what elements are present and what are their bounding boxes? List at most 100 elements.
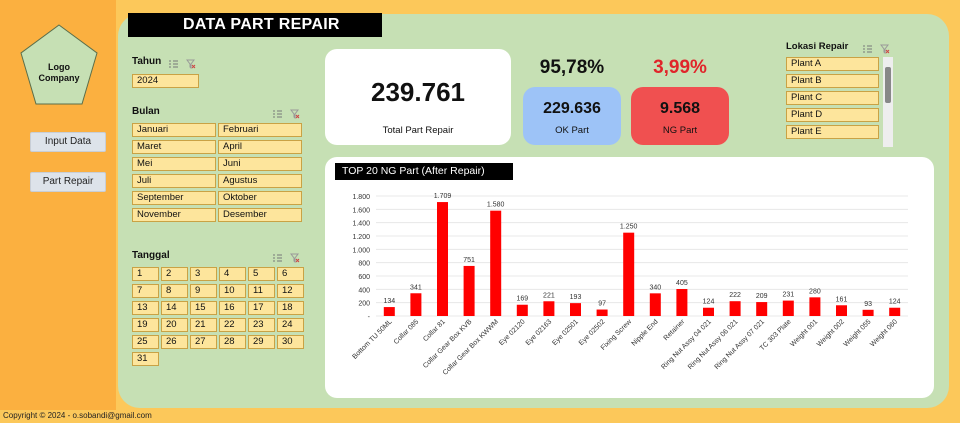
input-data-button[interactable]: Input Data [30, 132, 106, 152]
tanggal-item[interactable]: 16 [219, 301, 246, 315]
multi-select-icon[interactable] [862, 41, 872, 53]
ok-percentage: 95,78% [539, 57, 605, 78]
bulan-item[interactable]: Juli [132, 174, 216, 188]
tanggal-item[interactable]: 10 [219, 284, 246, 298]
tanggal-item[interactable]: 25 [132, 335, 159, 349]
x-tick-label: Bottom TU 50ML [351, 318, 393, 360]
tanggal-item[interactable]: 7 [132, 284, 159, 298]
ng-part-card: 9.568 NG Part [631, 87, 729, 145]
tanggal-item[interactable]: 1 [132, 267, 159, 281]
bar[interactable] [836, 305, 847, 316]
x-tick-label: Eye 02502 [578, 318, 607, 347]
tanggal-item[interactable]: 2 [161, 267, 188, 281]
tanggal-item[interactable]: 27 [190, 335, 217, 349]
tanggal-item[interactable]: 30 [277, 335, 304, 349]
lokasi-label: Lokasi Repair [786, 41, 849, 52]
bulan-item[interactable]: Maret [132, 140, 216, 154]
lokasi-item[interactable]: Plant D [786, 108, 879, 122]
tanggal-item[interactable]: 13 [132, 301, 159, 315]
lokasi-scrollbar[interactable] [883, 57, 893, 147]
bar[interactable] [543, 301, 555, 316]
tanggal-item[interactable]: 26 [161, 335, 188, 349]
tanggal-item[interactable]: 31 [132, 352, 159, 366]
tanggal-item[interactable]: 24 [277, 318, 304, 332]
lokasi-item[interactable]: Plant A [786, 57, 879, 71]
bar[interactable] [383, 307, 395, 316]
bar[interactable] [410, 293, 422, 316]
x-tick-label: Weight 060 [869, 318, 899, 348]
bar[interactable] [809, 297, 821, 316]
tanggal-item[interactable]: 18 [277, 301, 304, 315]
tanggal-item[interactable]: 9 [190, 284, 217, 298]
tanggal-item[interactable]: 8 [161, 284, 188, 298]
bulan-item[interactable]: Mei [132, 157, 216, 171]
tanggal-item[interactable]: 11 [248, 284, 275, 298]
bar[interactable] [703, 307, 714, 316]
bar[interactable] [889, 307, 901, 316]
lokasi-item[interactable]: Plant C [786, 91, 879, 105]
part-repair-button[interactable]: Part Repair [30, 172, 106, 192]
tanggal-item[interactable]: 6 [277, 267, 304, 281]
bar[interactable] [437, 202, 448, 316]
bulan-item[interactable]: Februari [218, 123, 302, 137]
bar[interactable] [782, 300, 794, 316]
bar[interactable] [756, 302, 768, 316]
x-tick-label: Nipple End [631, 318, 660, 347]
y-tick-label: 1.600 [352, 207, 370, 214]
bar[interactable] [596, 309, 608, 316]
multi-select-icon[interactable] [168, 56, 178, 68]
bar[interactable] [676, 289, 688, 316]
bar[interactable] [729, 301, 741, 316]
bulan-label: Bulan [132, 106, 160, 117]
ng-part-value: 9.568 [659, 100, 701, 117]
data-label: 1.250 [620, 224, 638, 231]
lokasi-item[interactable]: Plant B [786, 74, 879, 88]
scrollbar-thumb[interactable] [885, 67, 891, 103]
multi-select-icon[interactable] [272, 106, 282, 118]
tanggal-item[interactable]: 12 [277, 284, 304, 298]
bulan-item[interactable]: Desember [218, 208, 302, 222]
x-tick-label: Collar Gear Box KWWM [442, 318, 500, 376]
page-title: DATA PART REPAIR [128, 13, 382, 37]
tahun-label: Tahun [132, 56, 162, 67]
tanggal-item[interactable]: 4 [219, 267, 246, 281]
tanggal-item[interactable]: 20 [161, 318, 188, 332]
bar[interactable] [570, 303, 581, 316]
bulan-item[interactable]: Agustus [218, 174, 302, 188]
tanggal-item[interactable]: 5 [248, 267, 275, 281]
bar[interactable] [490, 210, 502, 316]
data-label: 193 [570, 294, 582, 301]
clear-filter-icon[interactable] [290, 106, 300, 120]
bar[interactable] [862, 309, 874, 316]
tanggal-item[interactable]: 19 [132, 318, 159, 332]
tanggal-item[interactable]: 17 [248, 301, 275, 315]
lokasi-item[interactable]: Plant E [786, 125, 879, 139]
x-tick-label: Collar 085 [393, 318, 421, 346]
clear-filter-icon[interactable] [290, 250, 300, 264]
multi-select-icon[interactable] [272, 250, 282, 262]
bar[interactable] [649, 293, 661, 316]
tanggal-item[interactable]: 15 [190, 301, 217, 315]
tanggal-item[interactable]: 14 [161, 301, 188, 315]
clear-filter-icon[interactable] [186, 56, 196, 70]
clear-filter-icon[interactable] [880, 41, 890, 55]
tanggal-item[interactable]: 29 [248, 335, 275, 349]
bulan-item[interactable]: Juni [218, 157, 302, 171]
tanggal-item[interactable]: 22 [219, 318, 246, 332]
bulan-item[interactable]: Oktober [218, 191, 302, 205]
ng-part-bar-chart: - 200 400 600 800 1.000 1.200 1.400 1.600 1.800 13… [351, 193, 908, 377]
bar[interactable] [516, 304, 528, 316]
data-label: 221 [543, 292, 555, 299]
tahun-item[interactable]: 2024 [132, 74, 199, 88]
bulan-item[interactable]: April [218, 140, 302, 154]
bulan-item[interactable]: September [132, 191, 216, 205]
bulan-item[interactable]: November [132, 208, 216, 222]
tanggal-item[interactable]: 23 [248, 318, 275, 332]
data-label: 1.709 [434, 193, 452, 200]
tanggal-item[interactable]: 21 [190, 318, 217, 332]
tanggal-item[interactable]: 28 [219, 335, 246, 349]
tanggal-item[interactable]: 3 [190, 267, 217, 281]
bulan-item[interactable]: Januari [132, 123, 216, 137]
bar[interactable] [623, 232, 635, 316]
bar[interactable] [463, 265, 475, 316]
